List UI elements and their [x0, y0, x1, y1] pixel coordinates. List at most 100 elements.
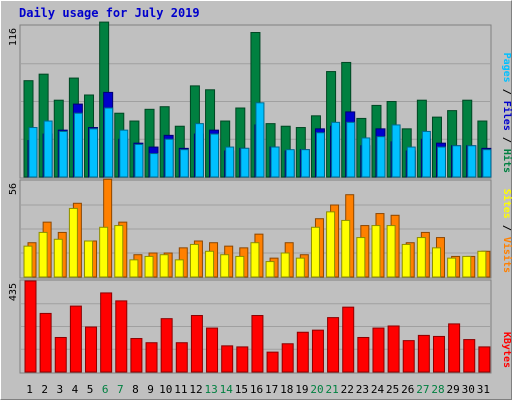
day-label-28: 28 [431, 383, 444, 396]
bar-pages-day-8 [134, 143, 144, 178]
bar-sites-day-2 [38, 231, 48, 278]
bar-kbytes-day-15 [236, 346, 249, 373]
day-label-11: 11 [174, 383, 187, 396]
bar-kbytes-day-24 [372, 327, 385, 373]
bar-pages-day-25 [391, 124, 401, 178]
panel-border-middle [19, 179, 492, 279]
bar-sites-day-21 [326, 211, 336, 278]
bar-kbytes-day-10 [160, 318, 173, 373]
day-label-6: 6 [102, 383, 109, 396]
legend-item: Hits [501, 149, 512, 173]
bar-kbytes-day-19 [296, 331, 309, 373]
bar-sites-day-27 [416, 237, 426, 278]
day-label-19: 19 [295, 383, 308, 396]
bar-kbytes-day-9 [145, 342, 158, 373]
bar-pages-day-16 [255, 102, 265, 178]
bar-kbytes-day-2 [39, 312, 52, 373]
bar-sites-day-10 [159, 254, 169, 278]
day-label-2: 2 [41, 383, 48, 396]
bar-kbytes-day-23 [357, 336, 370, 373]
bar-kbytes-day-11 [175, 342, 188, 373]
bar-kbytes-day-5 [85, 326, 98, 373]
bar-pages-day-17 [270, 146, 280, 178]
day-label-17: 17 [265, 383, 278, 396]
bar-kbytes-day-7 [115, 300, 128, 373]
bar-pages-day-10 [164, 138, 174, 178]
bar-kbytes-day-14 [221, 345, 234, 373]
bar-pages-day-7 [119, 129, 129, 178]
bar-sites-day-13 [205, 250, 215, 278]
bar-kbytes-day-27 [417, 334, 430, 373]
day-label-1: 1 [26, 383, 33, 396]
day-label-15: 15 [235, 383, 248, 396]
day-label-7: 7 [117, 383, 124, 396]
bar-pages-day-1 [28, 127, 38, 178]
bar-kbytes-day-18 [281, 343, 294, 373]
bar-pages-day-2 [43, 120, 53, 178]
day-label-9: 9 [147, 383, 154, 396]
bar-kbytes-day-4 [69, 305, 82, 373]
legend-bottom: KBytes [501, 332, 512, 368]
bar-sites-day-12 [189, 243, 199, 278]
day-label-27: 27 [416, 383, 429, 396]
bar-kbytes-day-3 [54, 336, 67, 373]
bar-sites-day-31 [477, 250, 487, 278]
day-label-10: 10 [159, 383, 172, 396]
bar-pages-day-22 [346, 121, 356, 178]
bar-pages-day-5 [89, 128, 99, 178]
legend-item: KBytes [501, 332, 512, 368]
bar-sites-day-28 [431, 247, 441, 278]
legend-item: / [501, 131, 512, 149]
bar-kbytes-day-30 [463, 339, 476, 373]
day-label-12: 12 [189, 383, 202, 396]
day-label-21: 21 [326, 383, 339, 396]
bar-sites-day-7 [114, 225, 124, 278]
chart-title: Daily usage for July 2019 [19, 6, 200, 20]
bar-sites-day-18 [280, 252, 290, 278]
legend-middle: Sites / Visits [501, 189, 512, 273]
max-label-bottom: 435 [8, 283, 19, 301]
legend-top: Pages / Files / Hits [501, 53, 512, 173]
bar-pages-day-18 [285, 149, 295, 178]
panel-border-bottom [19, 279, 492, 374]
bar-kbytes-day-17 [266, 351, 279, 373]
day-label-20: 20 [310, 383, 323, 396]
bar-pages-day-4 [73, 112, 83, 178]
bar-kbytes-day-25 [387, 325, 400, 373]
bar-sites-day-5 [84, 240, 94, 278]
bar-sites-day-4 [68, 207, 78, 278]
bar-pages-day-27 [421, 130, 431, 178]
day-label-3: 3 [57, 383, 64, 396]
day-label-8: 8 [132, 383, 139, 396]
bar-pages-day-15 [240, 147, 250, 178]
day-label-31: 31 [477, 383, 490, 396]
bar-sites-day-23 [356, 237, 366, 278]
bar-sites-day-20 [310, 226, 320, 278]
bar-pages-day-29 [452, 145, 462, 178]
day-label-13: 13 [204, 383, 217, 396]
bar-kbytes-day-1 [24, 280, 37, 373]
day-label-26: 26 [401, 383, 414, 396]
bar-sites-day-30 [462, 255, 472, 278]
day-label-16: 16 [250, 383, 263, 396]
legend-item: / [501, 219, 512, 237]
bar-pages-day-30 [467, 145, 477, 178]
bar-sites-day-3 [53, 238, 63, 278]
max-label-middle: 56 [8, 183, 19, 195]
bar-pages-day-31 [482, 149, 492, 178]
bar-kbytes-day-20 [311, 329, 324, 373]
day-label-14: 14 [220, 383, 234, 396]
bar-pages-day-6 [104, 107, 114, 178]
bar-sites-day-17 [265, 261, 275, 278]
bar-kbytes-day-12 [190, 315, 203, 373]
legend-item: Visits [501, 237, 512, 273]
bar-sites-day-11 [174, 259, 184, 278]
bar-sites-day-24 [371, 225, 381, 278]
day-label-4: 4 [72, 383, 79, 396]
bar-kbytes-day-26 [402, 340, 415, 373]
bar-pages-day-23 [361, 137, 371, 178]
bar-sites-day-16 [250, 242, 260, 278]
bar-sites-day-1 [23, 245, 33, 278]
legend-item: Files [501, 101, 512, 131]
bar-pages-day-3 [58, 130, 68, 178]
